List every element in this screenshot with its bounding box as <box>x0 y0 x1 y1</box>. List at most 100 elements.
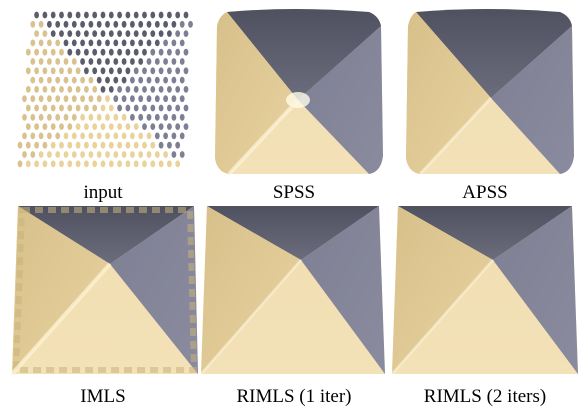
point-splat <box>158 11 164 19</box>
point-splat <box>88 76 94 84</box>
point-splat <box>75 67 81 75</box>
point-splat <box>47 95 52 103</box>
point-splat <box>100 48 106 56</box>
point-splat <box>42 11 48 19</box>
point-splat <box>38 20 44 28</box>
point-splat <box>47 58 52 65</box>
point-splat <box>71 151 77 158</box>
point-splat <box>75 160 81 168</box>
point-splat <box>105 95 110 103</box>
point-splat <box>34 11 39 19</box>
point-splat <box>34 141 39 149</box>
point-splat <box>50 160 56 168</box>
point-splat <box>171 132 177 140</box>
point-splat <box>130 76 135 84</box>
point-splat <box>100 123 106 130</box>
point-splat <box>30 58 36 65</box>
point-splat <box>50 11 56 19</box>
point-splat <box>55 76 61 84</box>
point-splat <box>179 151 185 158</box>
point-splat <box>88 151 94 158</box>
point-splat <box>121 39 127 47</box>
point-splat <box>158 86 164 93</box>
point-splat <box>59 104 64 112</box>
point-splat <box>100 30 106 37</box>
panel-apss: APSS <box>390 6 580 214</box>
point-splat <box>154 132 160 140</box>
point-splat <box>38 132 44 140</box>
point-splat <box>92 160 98 168</box>
point-splat <box>92 48 98 56</box>
point-splat <box>167 86 172 93</box>
point-splat <box>146 151 152 158</box>
point-splat <box>67 86 73 93</box>
point-splat <box>25 86 31 93</box>
point-splat <box>50 67 56 75</box>
point-splat <box>154 113 160 121</box>
point-splat <box>158 123 164 130</box>
point-splat <box>75 123 81 130</box>
point-splat <box>92 141 98 149</box>
point-splat <box>150 11 156 19</box>
point-splat <box>105 113 110 121</box>
point-splat <box>84 11 89 19</box>
point-splat <box>142 141 147 149</box>
point-splat <box>30 95 36 103</box>
point-splat <box>96 39 102 47</box>
point-splat <box>34 48 39 56</box>
point-splat <box>163 58 169 65</box>
point-splat <box>117 67 122 75</box>
input-point-cloud <box>17 11 193 168</box>
point-splat <box>167 141 172 149</box>
point-splat <box>96 113 102 121</box>
point-splat <box>71 39 77 47</box>
point-splat <box>138 58 144 65</box>
point-splat <box>55 39 61 47</box>
point-splat <box>163 151 169 158</box>
point-splat <box>67 11 73 19</box>
point-splat <box>67 104 73 112</box>
point-splat <box>80 39 85 47</box>
point-splat <box>167 104 172 112</box>
point-splat <box>25 141 31 149</box>
point-splat <box>63 39 69 47</box>
point-splat <box>113 39 119 47</box>
point-splat <box>75 86 81 93</box>
point-splat <box>100 104 106 112</box>
point-splat <box>88 20 94 28</box>
point-splat <box>100 160 106 168</box>
point-splat <box>38 151 44 158</box>
point-splat <box>113 95 119 103</box>
point-splat <box>133 123 139 130</box>
point-splat <box>154 76 160 84</box>
panel-spss: SPSS <box>199 6 389 214</box>
rimls-1-pyramid <box>200 206 385 375</box>
point-splat <box>22 113 27 121</box>
point-splat <box>25 67 31 75</box>
point-splat <box>167 30 172 37</box>
point-splat <box>133 141 139 149</box>
point-splat <box>121 76 127 84</box>
point-splat <box>146 58 152 65</box>
point-splat <box>117 48 122 56</box>
point-splat <box>84 86 89 93</box>
panel-rimls-1: RIMLS (1 iter) <box>199 204 389 412</box>
point-splat <box>80 58 85 65</box>
point-splat <box>67 67 73 75</box>
point-splat <box>71 113 77 121</box>
point-splat <box>171 58 177 65</box>
point-splat <box>108 160 114 168</box>
point-splat <box>92 123 98 130</box>
point-splat <box>138 39 144 47</box>
point-splat <box>108 11 114 19</box>
point-splat <box>133 104 139 112</box>
point-splat <box>84 67 89 75</box>
caption-apss: APSS <box>462 182 508 203</box>
point-splat <box>183 86 189 93</box>
point-splat <box>175 67 181 75</box>
caption-imls: IMLS <box>80 386 126 407</box>
panel-rimls-2: RIMLS (2 iters) <box>390 204 580 412</box>
point-splat <box>108 67 114 75</box>
point-splat <box>188 20 193 28</box>
point-splat <box>71 132 77 140</box>
